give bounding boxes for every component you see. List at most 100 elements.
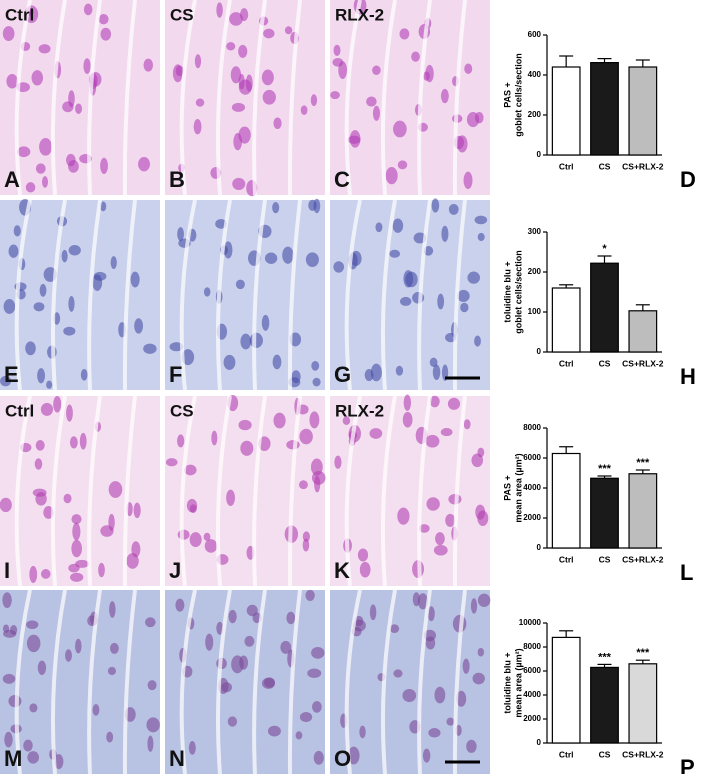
cell xyxy=(203,287,211,297)
tissue-fold xyxy=(179,199,197,391)
y-tick-label: 8000 xyxy=(523,423,541,432)
cell xyxy=(425,64,434,83)
tissue-fold xyxy=(287,0,302,196)
cell xyxy=(75,638,82,654)
tissue-fold xyxy=(380,0,397,196)
tissue-fold xyxy=(179,589,197,774)
cell xyxy=(332,57,344,67)
cell xyxy=(333,44,341,57)
cell xyxy=(261,314,270,331)
cell xyxy=(402,689,417,703)
panel-label: RLX-2 xyxy=(335,401,384,420)
cell xyxy=(240,333,252,350)
cell xyxy=(107,666,117,676)
cell xyxy=(110,256,117,270)
cell xyxy=(435,532,445,546)
cell xyxy=(109,601,116,618)
cell xyxy=(295,731,303,740)
x-tick-label: CS xyxy=(599,554,611,564)
tissue-fold xyxy=(380,395,397,587)
tissue-fold xyxy=(252,199,267,391)
cell xyxy=(232,177,246,190)
cell xyxy=(238,79,252,95)
cell xyxy=(66,404,73,422)
cell xyxy=(41,176,49,188)
tissue-fold xyxy=(380,199,397,391)
cell xyxy=(147,735,154,752)
cell xyxy=(314,475,321,493)
cell xyxy=(40,402,54,416)
cell xyxy=(4,731,13,748)
cell xyxy=(37,660,47,675)
x-tick-label: CS xyxy=(599,358,611,368)
cell xyxy=(273,117,282,130)
cell xyxy=(228,609,237,624)
panel-letter: A xyxy=(4,167,20,192)
cell xyxy=(399,28,410,40)
significance: *** xyxy=(598,651,612,663)
cell xyxy=(272,354,282,370)
cell xyxy=(70,572,84,582)
bar xyxy=(590,61,619,156)
cell xyxy=(261,69,274,86)
cell xyxy=(291,370,301,384)
y-tick-label: 6000 xyxy=(523,453,541,462)
cell xyxy=(366,96,377,107)
cell xyxy=(6,74,18,89)
cell xyxy=(227,716,238,727)
y-axis-label: toluidine blu + xyxy=(502,652,512,713)
cell xyxy=(428,728,441,738)
panel-letter: I xyxy=(4,558,10,583)
cell xyxy=(273,412,286,429)
y-axis-label: mean area (µm²) xyxy=(513,453,523,522)
cell xyxy=(108,481,123,498)
y-tick-label: 2000 xyxy=(523,513,541,522)
cell xyxy=(54,754,64,770)
cell xyxy=(385,167,398,185)
cell xyxy=(440,88,449,104)
tissue-fold xyxy=(380,589,397,774)
cell xyxy=(299,712,313,723)
cell xyxy=(312,377,321,387)
cell xyxy=(389,249,401,258)
bar xyxy=(551,66,581,156)
panel-label: CS xyxy=(170,401,194,420)
cell xyxy=(282,246,294,264)
cell xyxy=(477,647,485,657)
cell xyxy=(0,375,12,387)
y-tick-label: 4000 xyxy=(523,690,541,699)
cell xyxy=(203,532,211,541)
cell xyxy=(471,453,484,468)
cell xyxy=(177,227,184,242)
significance: *** xyxy=(636,647,650,659)
significance: *** xyxy=(598,463,612,475)
cell xyxy=(134,318,144,334)
cell xyxy=(359,725,366,739)
cell xyxy=(216,2,223,18)
cell xyxy=(193,118,202,135)
cell xyxy=(138,156,151,172)
cell xyxy=(205,633,214,651)
cell xyxy=(289,332,302,347)
cell xyxy=(389,624,400,633)
y-tick-label: 200 xyxy=(528,110,542,119)
cell xyxy=(17,146,31,158)
cell xyxy=(397,507,410,525)
tissue-fold xyxy=(287,589,302,774)
y-tick-label: 8000 xyxy=(523,642,541,651)
cell xyxy=(80,368,88,381)
panel-letter: D xyxy=(680,167,696,192)
cell xyxy=(98,13,109,25)
y-tick-label: 300 xyxy=(528,227,542,236)
panel-letter: N xyxy=(169,746,185,771)
tissue-fold xyxy=(252,589,267,774)
cell xyxy=(2,673,16,684)
y-axis-label: goblet cells/section xyxy=(513,53,523,137)
tissue-fold xyxy=(122,589,137,774)
cell xyxy=(230,66,242,84)
cell xyxy=(448,203,459,215)
x-tick-label: Ctrl xyxy=(559,554,574,564)
bar xyxy=(628,310,658,353)
cell xyxy=(467,271,481,284)
cell xyxy=(246,604,258,617)
